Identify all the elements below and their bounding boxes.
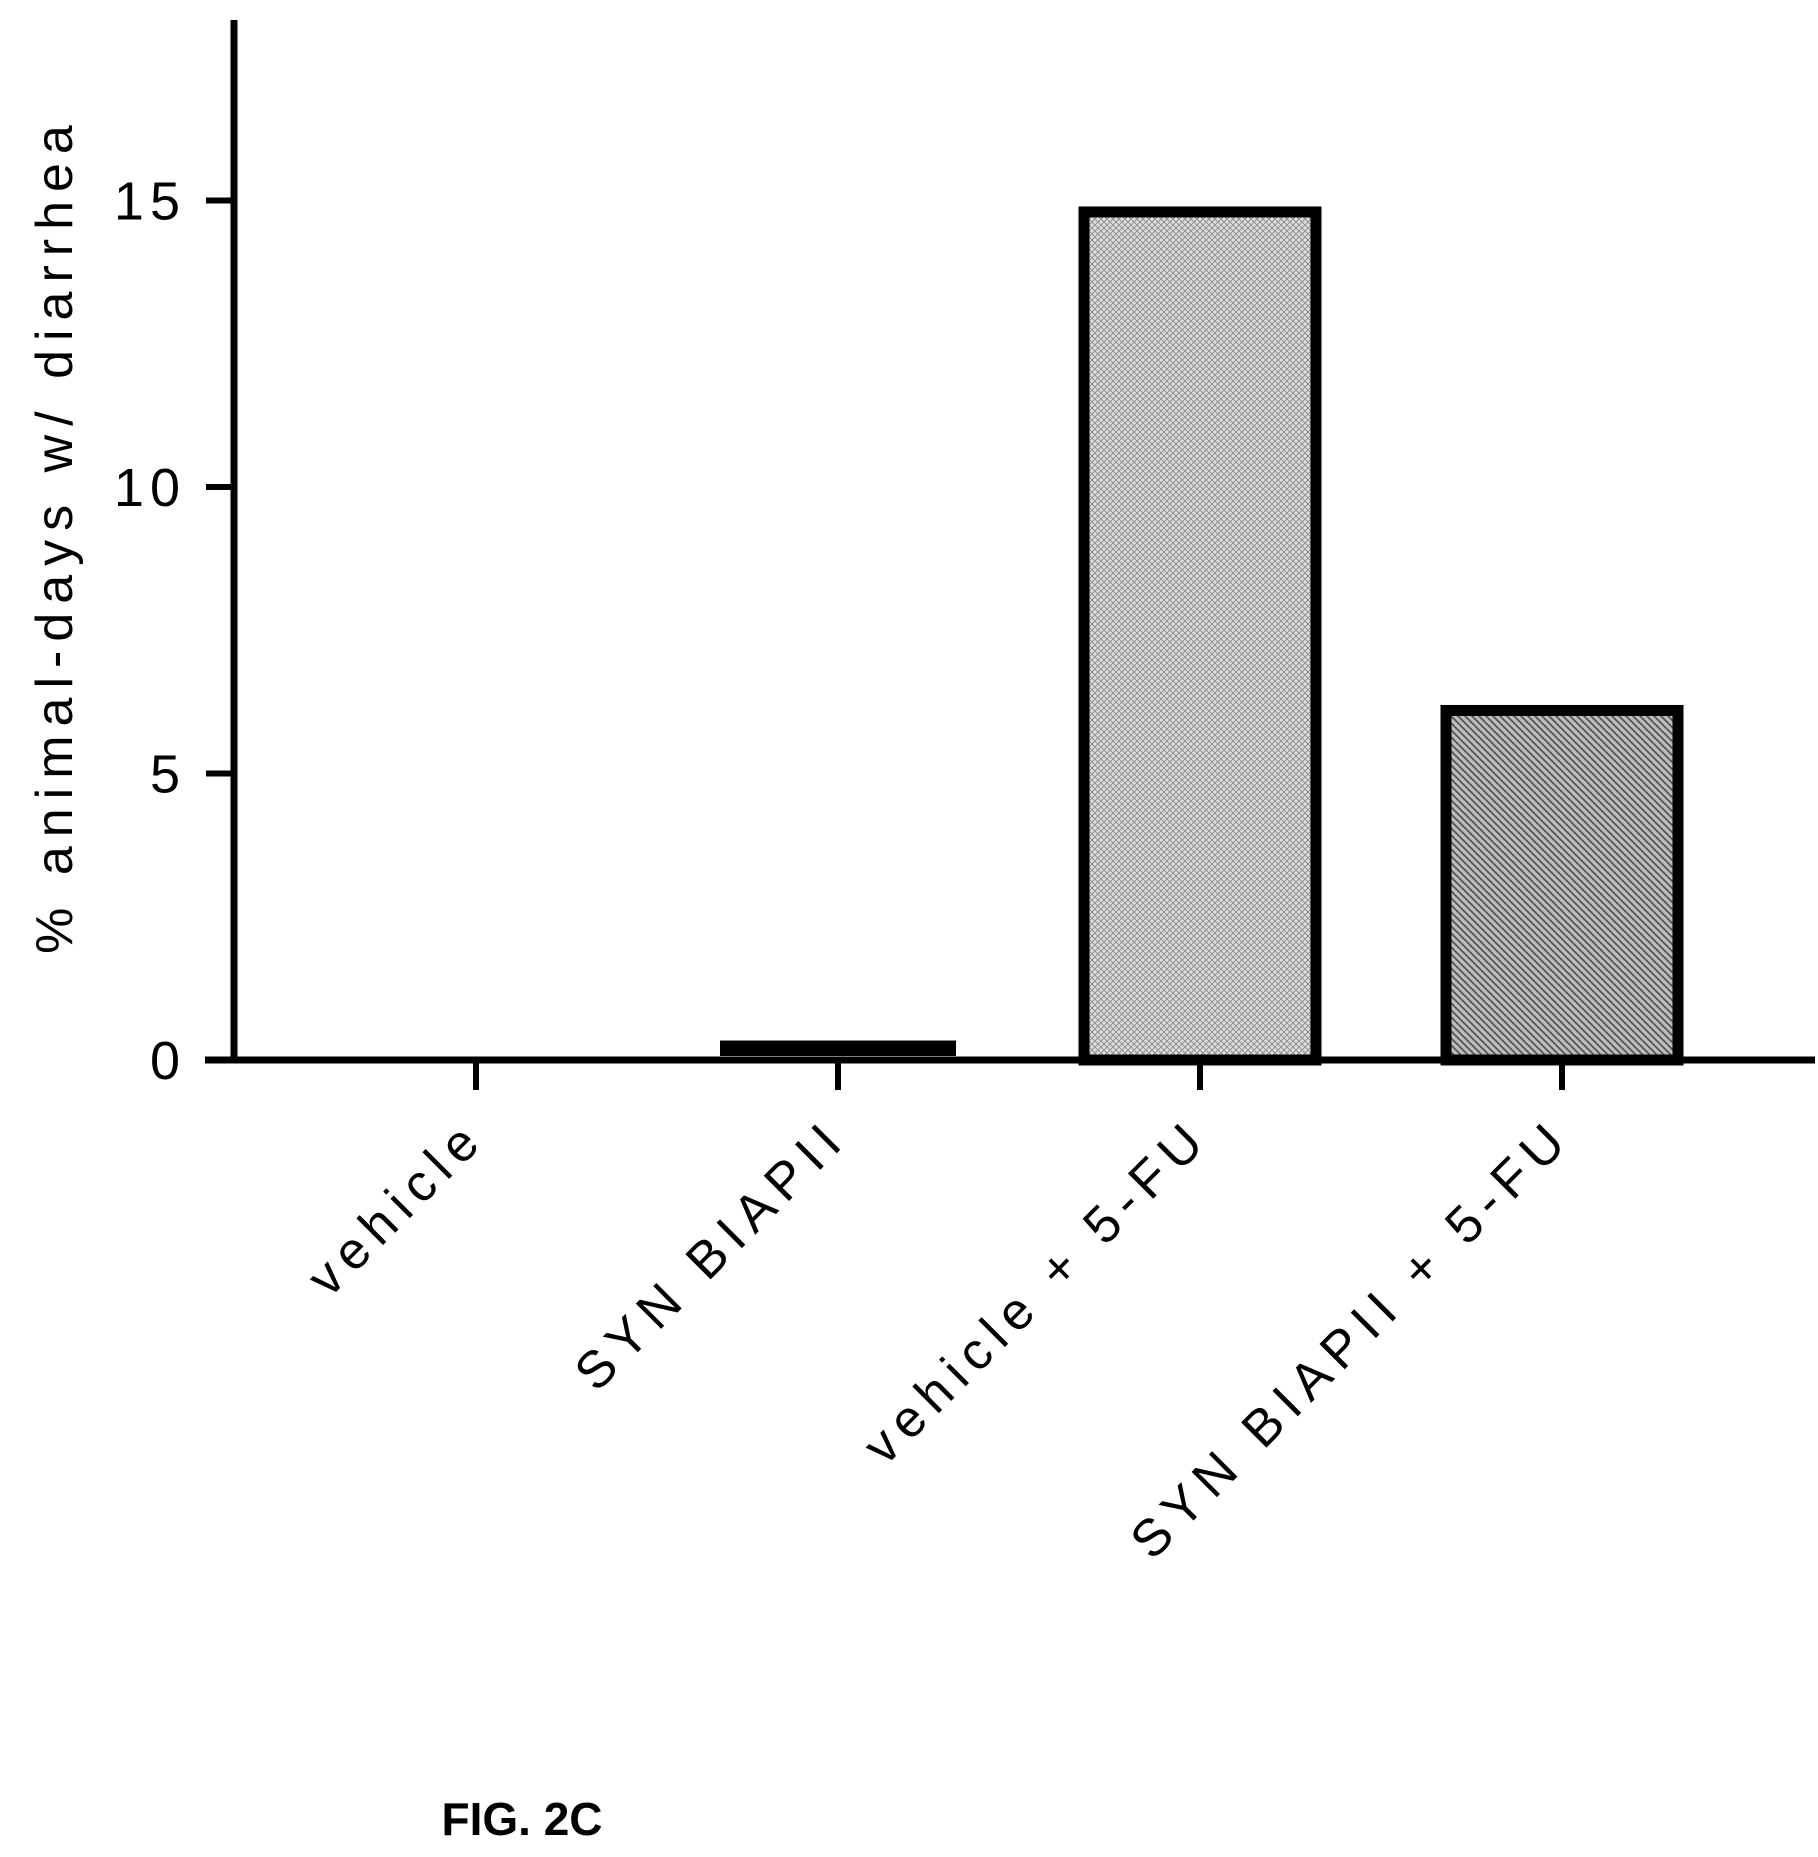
bar-2: [1078, 206, 1322, 1066]
y-tick-label: 15: [114, 172, 186, 232]
y-axis-ticks: 0 5 10 15: [114, 172, 234, 1091]
y-axis-title: % animal-days w/ diarrhea: [26, 116, 84, 954]
y-tick-label: 5: [150, 745, 186, 805]
x-axis-ticks: [473, 1060, 1565, 1090]
x-category-label: vehicle: [296, 1107, 496, 1307]
x-category-label: vehicle + 5-FU: [852, 1107, 1220, 1475]
x-category-label: SYN BIAPII: [564, 1107, 859, 1402]
y-tick-label: 10: [114, 458, 186, 518]
bar-3: [1440, 704, 1684, 1066]
y-tick-label: 0: [150, 1031, 186, 1091]
bar-1: [720, 1040, 956, 1057]
figure-caption: FIG. 2C: [441, 1793, 602, 1845]
bars: [720, 206, 1684, 1066]
